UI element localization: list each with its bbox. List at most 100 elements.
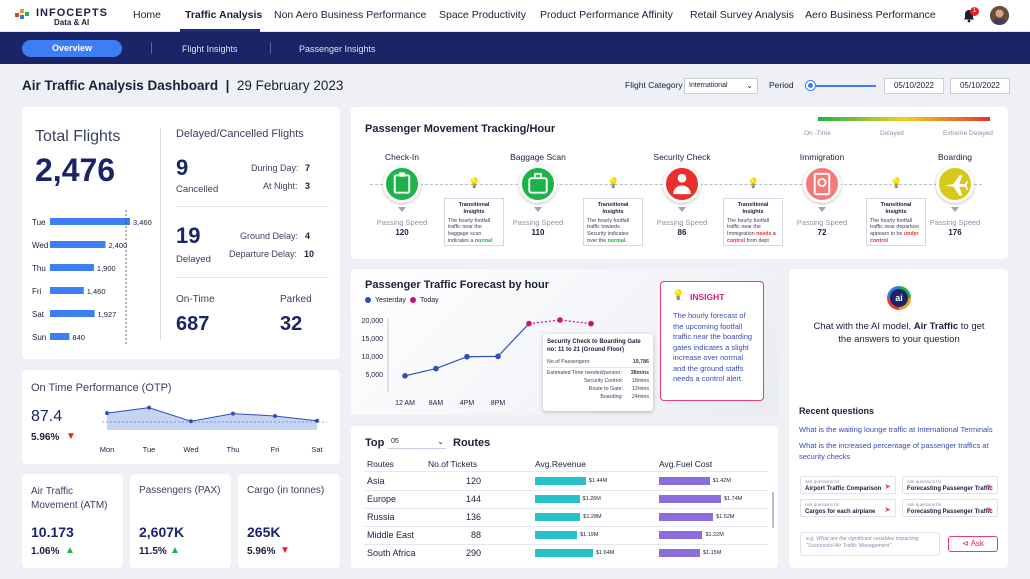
chevron-down-icon: ⌄	[746, 81, 753, 90]
logo-mark-icon	[15, 9, 29, 19]
insight-status: normal	[474, 237, 493, 244]
brand-logo[interactable]: INFOCEPTS Data & AI	[14, 6, 114, 28]
tooltip-row: Boarding: 24mins	[547, 393, 649, 401]
subnav-divider	[270, 42, 271, 54]
revenue-value: $1.64M	[596, 550, 615, 556]
tab-overview[interactable]: Overview	[22, 40, 122, 57]
period-slider-handle[interactable]	[806, 81, 815, 90]
departure-delay-value: 10	[304, 249, 315, 259]
stage-circle-2	[663, 165, 701, 203]
pointer-icon	[818, 207, 826, 212]
recent-question[interactable]: What is the waiting lounge traffic at In…	[799, 425, 993, 434]
period-to-date[interactable]: 05/10/2022	[950, 78, 1010, 94]
subnav-divider	[151, 42, 152, 54]
bar-value-label: 840	[72, 333, 85, 342]
forecast-line-chart: 20,000 15,000 10,000 5,000 12 AM 8AM 4PM 8PM	[362, 317, 594, 407]
bar-category-label: Sat	[32, 310, 45, 319]
active-tab-indicator	[180, 29, 260, 32]
pointer-icon	[951, 207, 959, 212]
revenue-bar	[535, 513, 581, 521]
tooltip-row-value: 12mins	[631, 386, 649, 392]
fuel-value: $1.52M	[716, 514, 735, 520]
ai-question-input[interactable]: e.g. What are the significant variables …	[800, 532, 940, 556]
during-day-label: During Day:	[251, 163, 299, 173]
tooltip-row-label: Boarding:	[600, 394, 623, 400]
passing-speed-label: Passing Speed	[376, 218, 428, 227]
fuel-value: $1.15M	[702, 550, 722, 556]
ticket-count: 290	[465, 548, 481, 558]
stage-name: Immigration	[799, 152, 845, 162]
legend-extreme: Extreme Delayed	[943, 130, 993, 137]
otp-x-label: Tue	[143, 445, 156, 454]
flight-category-select[interactable]: International ⌄	[684, 78, 758, 94]
send-arrow-icon: ➤	[986, 482, 993, 491]
nav-traffic-analysis[interactable]: Traffic Analysis	[185, 9, 263, 21]
tab-passenger-insights[interactable]: Passenger Insights	[299, 44, 376, 54]
pointer-icon	[398, 207, 406, 212]
check-in-icon	[393, 172, 411, 194]
ai-logo: ai	[887, 286, 911, 310]
trend-down-icon: ▼	[66, 431, 76, 442]
suggestion-card[interactable]: Ask questions for Airport Traffic Compari…	[800, 476, 896, 494]
brand-name: INFOCEPTS	[36, 7, 108, 19]
kpi-card-atm	[22, 474, 123, 568]
ground-delay-value: 4	[305, 231, 311, 241]
otp-x-label: Fri	[271, 445, 280, 454]
at-night-label: At Night:	[263, 181, 298, 191]
nav-non-aero[interactable]: Non Aero Business Performance	[274, 9, 427, 21]
fuel-value: $1.74M	[724, 496, 743, 502]
nav-home[interactable]: Home	[133, 9, 162, 21]
otp-point	[315, 418, 319, 423]
passing-speed-value: 110	[531, 228, 545, 237]
tab-flight-insights[interactable]: Flight Insights	[182, 44, 238, 54]
page-date: 29 February 2023	[236, 78, 344, 93]
period-from-date[interactable]: 05/10/2022	[884, 78, 944, 94]
stage-circle-1	[519, 165, 557, 203]
avatar[interactable]	[990, 6, 1009, 25]
bar-category-label: Sun	[32, 333, 46, 342]
ask-button[interactable]: ⊲ Ask	[948, 536, 998, 552]
forecast-point	[526, 320, 532, 327]
suggestion-card[interactable]: Ask questions for Cargos for each airplan…	[800, 499, 896, 517]
kpi-value: 2,607K	[139, 524, 185, 540]
x-tick-label: 12 AM	[395, 400, 415, 407]
kpi-title: Passengers (PAX)	[139, 485, 221, 496]
revenue-value: $1.19M	[580, 532, 599, 538]
insight-text: The hourly footfall traffic near the Imm…	[727, 217, 770, 238]
legend-today: Today	[420, 297, 439, 304]
header-divider	[364, 471, 768, 472]
lightbulb-icon: 💡	[607, 178, 620, 189]
table-scrollbar[interactable]	[772, 492, 774, 528]
tooltip-row: Estimated Time needed/person: 38mins	[547, 367, 649, 377]
legend-delayed: Delayed	[880, 130, 904, 137]
passing-speed-label: Passing Speed	[929, 218, 981, 227]
flight-bar	[50, 287, 84, 294]
total-flights-value: 2,476	[35, 152, 116, 188]
lightbulb-icon: 💡	[747, 178, 760, 189]
stage-name: Security Check	[653, 152, 711, 162]
nav-space-productivity[interactable]: Space Productivity	[439, 9, 526, 21]
kpi-card-cargo	[238, 474, 340, 568]
otp-x-label: Wed	[183, 445, 198, 454]
suggestion-card[interactable]: Ask questions for Forecasting Passenger T…	[902, 499, 998, 517]
insight-heading: Transitional Insights	[458, 202, 490, 215]
lightbulb-icon: 💡	[890, 178, 903, 189]
nav-product-affinity[interactable]: Product Performance Affinity	[540, 9, 673, 21]
stage-name: Baggage Scan	[510, 152, 566, 162]
nav-retail-survey[interactable]: Retail Survey Analysis	[690, 9, 794, 21]
top-n-select[interactable]: 05 ⌄	[388, 435, 446, 449]
nav-aero-business[interactable]: Aero Business Performance	[805, 9, 936, 21]
recent-question[interactable]: What is the increased percentage of pass…	[799, 441, 989, 461]
insight-text: from dept	[746, 237, 769, 244]
col-revenue: Avg.Revenue	[535, 459, 586, 469]
forecast-point	[433, 365, 439, 372]
suggestion-card[interactable]: Ask questions for Forecasting Passenger T…	[902, 476, 998, 494]
forecast-title: Passenger Traffic Forecast by hour	[365, 279, 550, 291]
insight-status: normal.	[607, 237, 627, 244]
period-slider-track[interactable]	[806, 85, 876, 87]
divider	[176, 206, 329, 207]
flight-bar	[50, 241, 106, 248]
delayed-value: 19	[176, 223, 201, 248]
lightbulb-icon: 💡	[672, 290, 685, 301]
pointer-icon	[534, 207, 542, 212]
